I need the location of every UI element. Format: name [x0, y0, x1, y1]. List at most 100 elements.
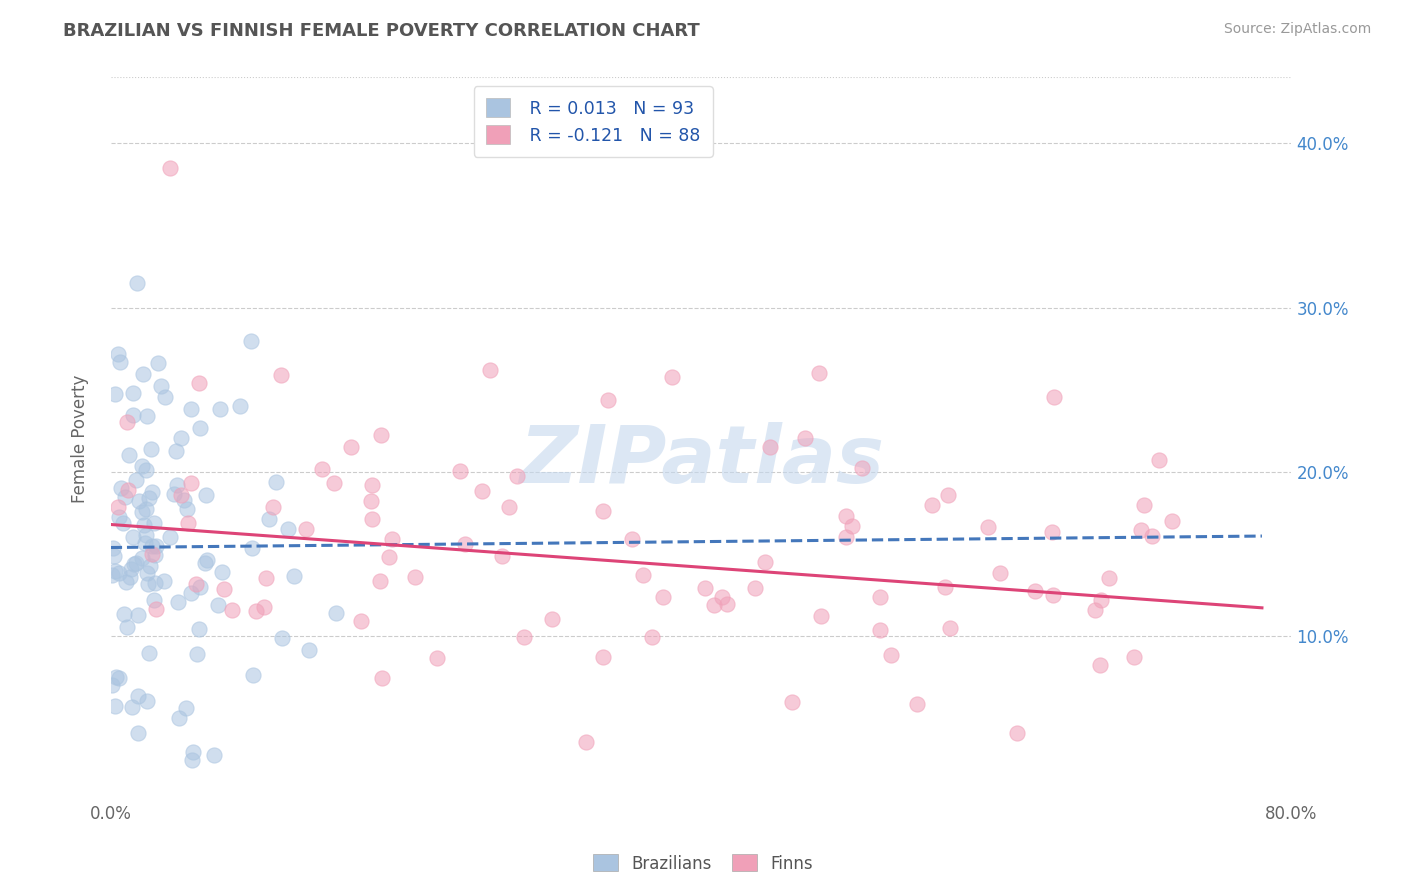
Point — [127, 689, 149, 703]
Point — [177, 516, 200, 530]
Point — [184, 577, 207, 591]
Point — [880, 648, 903, 662]
Point — [349, 614, 371, 628]
Point — [195, 553, 218, 567]
Point — [449, 464, 471, 478]
Point — [122, 408, 145, 422]
Point — [159, 530, 181, 544]
Point — [381, 532, 404, 546]
Point — [340, 441, 363, 455]
Point — [325, 606, 347, 620]
Point — [262, 500, 284, 515]
Point — [869, 591, 891, 605]
Point — [159, 161, 181, 175]
Point — [121, 530, 143, 544]
Point — [575, 734, 598, 748]
Point — [188, 421, 211, 435]
Point — [641, 630, 664, 644]
Point — [212, 582, 235, 597]
Point — [322, 475, 344, 490]
Point — [404, 570, 426, 584]
Point — [136, 694, 159, 708]
Point — [754, 555, 776, 569]
Point — [125, 556, 148, 570]
Point — [211, 565, 233, 579]
Point — [744, 581, 766, 595]
Point — [167, 711, 190, 725]
Point — [187, 622, 209, 636]
Point — [921, 498, 943, 512]
Point — [1088, 657, 1111, 672]
Point — [298, 643, 321, 657]
Point — [1122, 650, 1144, 665]
Point — [104, 698, 127, 713]
Point — [277, 522, 299, 536]
Point — [194, 556, 217, 570]
Point — [370, 427, 392, 442]
Point — [108, 355, 131, 369]
Point — [540, 612, 562, 626]
Point — [141, 485, 163, 500]
Point — [153, 390, 176, 404]
Point — [139, 442, 162, 457]
Point — [780, 695, 803, 709]
Point — [131, 458, 153, 473]
Point — [841, 519, 863, 533]
Point — [491, 549, 513, 563]
Point — [592, 504, 614, 518]
Point — [479, 363, 502, 377]
Text: BRAZILIAN VS FINNISH FEMALE POVERTY CORRELATION CHART: BRAZILIAN VS FINNISH FEMALE POVERTY CORR… — [63, 22, 700, 40]
Point — [620, 532, 643, 546]
Point — [311, 462, 333, 476]
Point — [127, 607, 149, 622]
Point — [506, 469, 529, 483]
Point — [934, 580, 956, 594]
Point — [710, 590, 733, 604]
Point — [257, 511, 280, 525]
Point — [121, 700, 143, 714]
Point — [124, 473, 146, 487]
Point — [471, 484, 494, 499]
Point — [378, 549, 401, 564]
Point — [361, 511, 384, 525]
Point — [139, 558, 162, 573]
Point — [1024, 584, 1046, 599]
Point — [1090, 593, 1112, 607]
Point — [135, 528, 157, 542]
Point — [118, 448, 141, 462]
Point — [132, 367, 155, 381]
Point — [103, 541, 125, 556]
Point — [988, 566, 1011, 581]
Point — [143, 548, 166, 562]
Point — [716, 597, 738, 611]
Point — [360, 494, 382, 508]
Point — [977, 520, 1000, 534]
Point — [166, 478, 188, 492]
Point — [1098, 571, 1121, 585]
Point — [1147, 453, 1170, 467]
Point — [240, 541, 263, 555]
Point — [167, 595, 190, 609]
Point — [111, 516, 134, 530]
Point — [108, 671, 131, 685]
Point — [176, 501, 198, 516]
Point — [181, 745, 204, 759]
Point — [180, 586, 202, 600]
Point — [254, 571, 277, 585]
Point — [138, 646, 160, 660]
Point — [101, 678, 124, 692]
Point — [1040, 524, 1063, 539]
Point — [188, 376, 211, 390]
Point — [180, 475, 202, 490]
Point — [110, 481, 132, 495]
Point — [194, 488, 217, 502]
Point — [454, 536, 477, 550]
Point — [1140, 529, 1163, 543]
Point — [835, 509, 858, 524]
Point — [1043, 390, 1066, 404]
Point — [652, 590, 675, 604]
Point — [703, 598, 725, 612]
Point — [1161, 514, 1184, 528]
Point — [371, 671, 394, 685]
Point — [1129, 523, 1152, 537]
